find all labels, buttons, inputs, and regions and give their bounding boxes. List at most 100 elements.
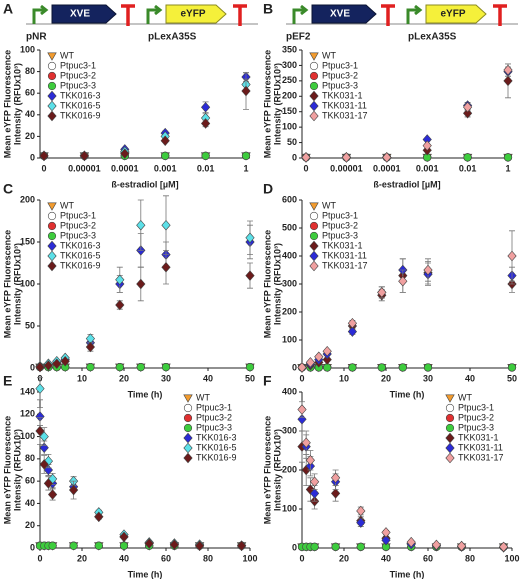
legend-marker [309,81,319,91]
marker [331,542,340,551]
y-tick-label: 20 [25,520,35,530]
panel-label: D [263,181,273,197]
x-tick-label: 20 [381,373,391,383]
marker [39,150,49,162]
marker [406,536,416,548]
legend-marker [309,52,319,61]
marker [301,437,311,448]
y-tick-label: 100 [20,278,35,288]
y-tick-label: 200 [282,306,297,316]
y-tick-label: 80 [25,66,35,76]
y-tick-label: 250 [282,75,297,85]
legend-label: TKK016-5 [60,250,101,260]
legend-label: Ptpuc3-2 [322,220,358,230]
x-tick-label: 0.01 [459,163,477,173]
gene-box [311,4,377,24]
marker [463,101,473,113]
legend-marker [309,90,319,102]
y-tick-label: 0 [30,362,35,372]
marker [85,341,95,353]
marker [507,250,517,262]
y-tick-label: 200 [282,91,297,101]
x-tick-label: 30 [161,373,171,383]
legend-marker [445,452,455,464]
marker [43,478,53,489]
marker [201,101,211,113]
marker [422,140,432,151]
marker [398,275,408,287]
marker [201,151,210,160]
x-tick-label: 0 [303,163,308,173]
marker [245,363,255,372]
y-tick-label: 300 [282,425,297,435]
x-tick-label: 40 [203,373,213,383]
y-axis-label: Mean eYFP Fluorescence [2,230,12,338]
promoter-arrow [32,4,49,24]
y-tick-label: 60 [25,476,35,486]
gene-label: XVE [70,9,90,20]
y-axis-label: Intensity (RFUx10³) [12,429,22,511]
y-tick-label: 200 [20,194,35,204]
y-tick-label: 200 [282,464,297,474]
legend-label: Ptpuc3-3 [322,80,358,90]
x-tick-label: 0.001 [416,163,439,173]
marker [457,540,467,552]
x-tick-label: 0.0001 [111,163,139,173]
marker [237,540,247,552]
marker [499,541,509,553]
y-tick-label: 120 [20,409,35,419]
marker [314,351,324,363]
legend-marker [309,211,319,221]
y-tick-label: 100 [20,431,35,441]
marker [161,151,170,160]
y-tick-label: 60 [25,88,35,98]
legend-marker [445,423,455,433]
marker [136,219,146,231]
marker [86,363,95,372]
y-tick-label: 350 [282,44,297,54]
marker [39,459,49,470]
x-axis-label: ß-estradiol [µM] [111,179,178,189]
panel-label: C [3,181,13,197]
y-tick-label: 100 [282,122,297,132]
y-tick-label: 50 [25,320,35,330]
y-tick-label: 100 [282,334,297,344]
y-tick-label: 100 [282,503,297,513]
marker [161,219,171,231]
marker [347,317,357,329]
gene-box [165,4,227,24]
marker [52,358,62,370]
marker [161,363,171,372]
legend-label: TKK016-5 [60,100,101,110]
marker [503,75,513,87]
y-axis-label: Intensity (RFUx10³) [12,63,22,145]
marker [69,484,79,496]
legend-marker [47,81,57,91]
legend-marker [309,231,319,241]
marker [341,152,351,163]
x-tick-label: 0.001 [154,163,177,173]
legend-label: Ptpuc3-3 [60,80,96,90]
marker [381,527,391,538]
legend-label: Ptpuc3-2 [322,70,358,80]
legend-marker [183,394,193,403]
marker [35,361,45,373]
marker [301,152,311,163]
y-tick-label: 140 [20,386,35,396]
marker [160,135,170,146]
x-tick-label: 50 [245,373,255,383]
panel-label: A [3,1,13,17]
marker [79,150,89,162]
y-tick-label: 100 [20,44,35,54]
marker [503,64,513,76]
x-tick-label: 0.0001 [373,163,401,173]
marker [48,541,57,550]
legend-label: TKK016-9 [196,452,237,462]
marker [503,153,513,162]
y-tick-label: 40 [25,109,35,119]
legend-label: TKK031-1 [322,240,363,250]
y-tick-label: 150 [282,106,297,116]
legend-marker [309,250,319,262]
marker [94,541,103,550]
